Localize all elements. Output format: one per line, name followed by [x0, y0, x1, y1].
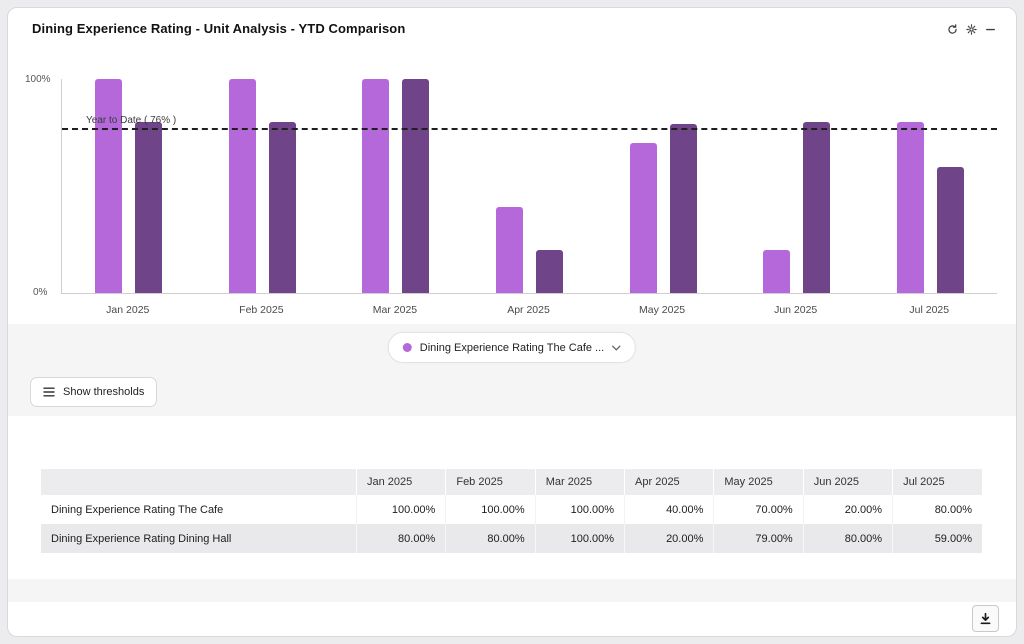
- y-axis-tick-0: 0%: [33, 287, 48, 298]
- bar-group: [863, 79, 997, 293]
- table-cell: 70.00%: [713, 495, 804, 524]
- table-header: Jan 2025 Feb 2025 Mar 2025 Apr 2025 May 2025…: [41, 469, 982, 495]
- bar[interactable]: [135, 121, 163, 293]
- legend-series-dot: [402, 343, 412, 352]
- bar[interactable]: [936, 166, 964, 293]
- refresh-icon[interactable]: [946, 23, 958, 35]
- gear-icon[interactable]: [965, 23, 977, 35]
- x-axis-label: Apr 2025: [507, 304, 550, 316]
- bar-group: [730, 79, 864, 293]
- minimize-icon[interactable]: [984, 23, 996, 35]
- bar[interactable]: [763, 250, 791, 293]
- table-column-header: Jun 2025: [802, 469, 893, 495]
- header-actions: [946, 23, 996, 35]
- bar[interactable]: [629, 143, 657, 293]
- table-row-label: Dining Experience Rating Dining Hall: [51, 532, 232, 545]
- chevron-down-icon: [612, 345, 622, 351]
- table-column-header: Feb 2025: [445, 469, 536, 495]
- show-thresholds-label: Show thresholds: [63, 386, 145, 398]
- table-column-header: Mar 2025: [534, 469, 625, 495]
- table-cell: 100.00%: [445, 495, 536, 524]
- table-column-header: Jan 2025: [355, 469, 446, 495]
- comparison-table: Jan 2025 Feb 2025 Mar 2025 Apr 2025 May 2025…: [41, 469, 982, 553]
- table-row-label: Dining Experience Rating The Cafe: [51, 503, 224, 516]
- bar[interactable]: [228, 79, 256, 293]
- table-cell: 79.00%: [713, 524, 804, 553]
- table-column-header: May 2025: [713, 469, 804, 495]
- table-body: Dining Experience Rating The Cafe 100.00%…: [41, 495, 982, 553]
- table-cell: 20.00%: [624, 524, 714, 553]
- x-axis-label: Jun 2025: [774, 304, 818, 316]
- footer-strip: [8, 579, 1016, 602]
- table-cell: 20.00%: [802, 495, 893, 524]
- show-thresholds-button[interactable]: Show thresholds: [30, 377, 158, 407]
- bar-group: [62, 79, 196, 293]
- table-cell: 100.00%: [534, 495, 625, 524]
- table-column-header: Jul 2025: [892, 469, 982, 495]
- menu-icon: [43, 387, 55, 397]
- x-axis-label: Feb 2025: [239, 304, 284, 316]
- widget-card: Dining Experience Rating - Unit Analysis…: [7, 7, 1017, 637]
- bar-group: [196, 79, 330, 293]
- bar[interactable]: [362, 79, 390, 293]
- bar-series-container: [62, 79, 997, 293]
- y-axis-tick-100: 100%: [25, 74, 51, 85]
- download-icon: [979, 612, 992, 625]
- x-axis-label: Mar 2025: [372, 304, 418, 316]
- legend-band: Dining Experience Rating The Cafe ... Sh…: [8, 324, 1016, 416]
- table-cell: 40.00%: [624, 495, 714, 524]
- table-cell: 80.00%: [892, 495, 982, 524]
- table-cell: 80.00%: [355, 524, 446, 553]
- legend-dropdown[interactable]: Dining Experience Rating The Cafe ...: [387, 332, 637, 363]
- x-axis-label: May 2025: [639, 304, 686, 316]
- bar[interactable]: [669, 123, 697, 293]
- table-cell: 80.00%: [445, 524, 536, 553]
- ytd-threshold-line: [62, 128, 997, 131]
- bar[interactable]: [268, 121, 296, 293]
- bar[interactable]: [402, 79, 430, 293]
- table-cell: 59.00%: [892, 524, 982, 553]
- x-axis-label: Jan 2025: [106, 304, 150, 316]
- download-button[interactable]: [972, 605, 999, 632]
- table-column-header: [41, 469, 357, 495]
- table-row: Dining Experience Rating The Cafe 100.00%…: [41, 495, 982, 524]
- bar-group: [463, 79, 597, 293]
- table-cell: 80.00%: [802, 524, 893, 553]
- legend-selected-label: Dining Experience Rating The Cafe ...: [419, 341, 605, 354]
- bar[interactable]: [95, 79, 123, 293]
- table-column-header: Apr 2025: [624, 469, 714, 495]
- table-cell: 100.00%: [534, 524, 625, 553]
- bar[interactable]: [803, 121, 831, 293]
- bar[interactable]: [496, 207, 524, 293]
- table-cell: 100.00%: [355, 495, 446, 524]
- ytd-threshold-label: Year to Date ( 76% ): [86, 115, 177, 127]
- x-axis-labels: Jan 2025 Feb 2025 Mar 2025 Apr 2025 May 2025…: [61, 304, 996, 316]
- x-axis-label: Jul 2025: [909, 304, 950, 316]
- bar[interactable]: [896, 121, 924, 293]
- bar[interactable]: [536, 250, 564, 293]
- page-title: Dining Experience Rating - Unit Analysis…: [32, 21, 406, 36]
- bar-group: [596, 79, 730, 293]
- table-row: Dining Experience Rating Dining Hall 80.0…: [41, 524, 982, 553]
- bar-group: [329, 79, 463, 293]
- bar-chart-plot-area: 100% 0% Year to Date ( 76% ): [25, 74, 997, 298]
